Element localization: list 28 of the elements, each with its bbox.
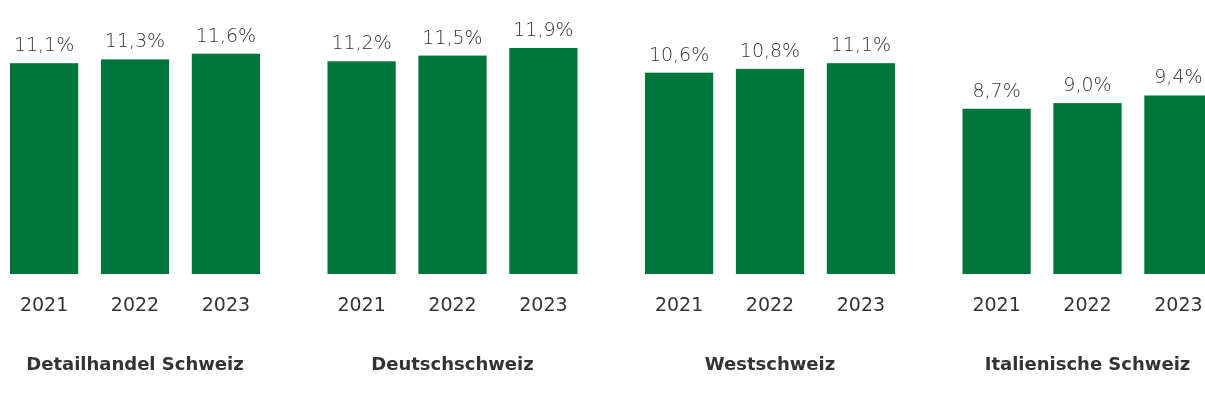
data-label: 11,5% [422, 25, 483, 48]
x-tick-label: 2023 [519, 293, 568, 315]
x-tick-label: 2022 [428, 293, 477, 315]
x-tick-label: 2022 [745, 293, 795, 315]
x-tick-label: 2023 [836, 293, 886, 315]
x-tick-label: 2021 [972, 293, 1021, 315]
data-label: 11,1% [830, 33, 892, 56]
x-tick-label: 2021 [19, 293, 69, 315]
data-label: 11,1% [13, 33, 75, 56]
x-tick-label: 2022 [1063, 293, 1112, 315]
data-label: 9,0% [1063, 73, 1112, 96]
data-label: 10,8% [739, 38, 801, 61]
x-axis-title: Italienische Schweiz [984, 353, 1191, 374]
x-axis-title: Deutschschweiz [371, 353, 534, 374]
data-label: 11,3% [104, 29, 166, 52]
x-axis-title: Detailhandel Schweiz [26, 353, 244, 374]
data-label: 11,9% [513, 18, 574, 40]
data-label: 10,6% [648, 42, 710, 65]
x-axis-title: Westschweiz [704, 353, 836, 374]
data-label: 8,7% [972, 78, 1021, 101]
x-tick-label: 2023 [201, 293, 251, 315]
data-label: 11,2% [331, 31, 392, 54]
data-label: 9,4% [1154, 65, 1203, 88]
x-tick-label: 2022 [110, 293, 160, 315]
x-tick-label: 2023 [1154, 293, 1203, 315]
x-tick-label: 2021 [337, 293, 386, 315]
x-tick-label: 2021 [654, 293, 704, 315]
data-label: 11,6% [195, 23, 257, 46]
